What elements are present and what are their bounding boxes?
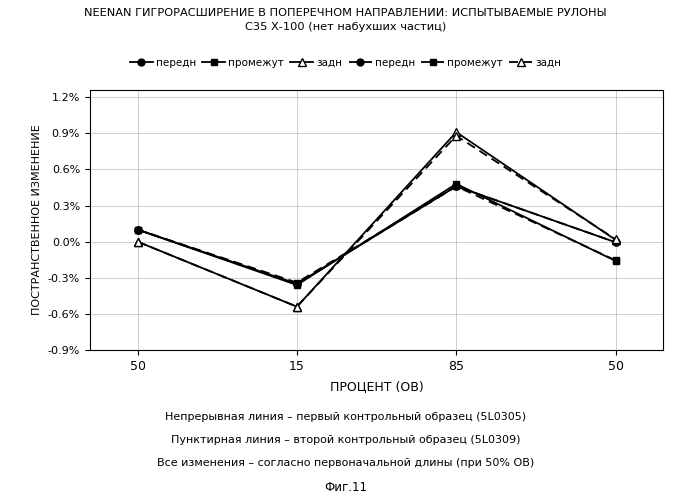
Legend: передн, промежут, задн, передн, промежут, задн: передн, промежут, задн, передн, промежут… bbox=[130, 58, 561, 68]
X-axis label: ПРОЦЕНТ (ОВ): ПРОЦЕНТ (ОВ) bbox=[330, 380, 424, 392]
Text: Пунктирная линия – второй контрольный образец (5L0309): Пунктирная линия – второй контрольный об… bbox=[171, 435, 520, 445]
Text: Фиг.11: Фиг.11 bbox=[324, 481, 367, 494]
Text: NEENAN ГИГРОРАСШИРЕНИЕ В ПОПЕРЕЧНОМ НАПРАВЛЕНИИ: ИСПЫТЫВАЕМЫЕ РУЛОНЫ: NEENAN ГИГРОРАСШИРЕНИЕ В ПОПЕРЕЧНОМ НАПР… bbox=[84, 8, 607, 18]
Text: С35 Х-100 (нет набухших частиц): С35 Х-100 (нет набухших частиц) bbox=[245, 22, 446, 32]
Text: Непрерывная линия – первый контрольный образец (5L0305): Непрерывная линия – первый контрольный о… bbox=[165, 412, 526, 422]
Text: Все изменения – согласно первоначальной длины (при 50% ОВ): Все изменения – согласно первоначальной … bbox=[157, 458, 534, 468]
Y-axis label: ПОСТРАНСТВЕННОЕ ИЗМЕНЕНИЕ: ПОСТРАНСТВЕННОЕ ИЗМЕНЕНИЕ bbox=[32, 124, 42, 316]
